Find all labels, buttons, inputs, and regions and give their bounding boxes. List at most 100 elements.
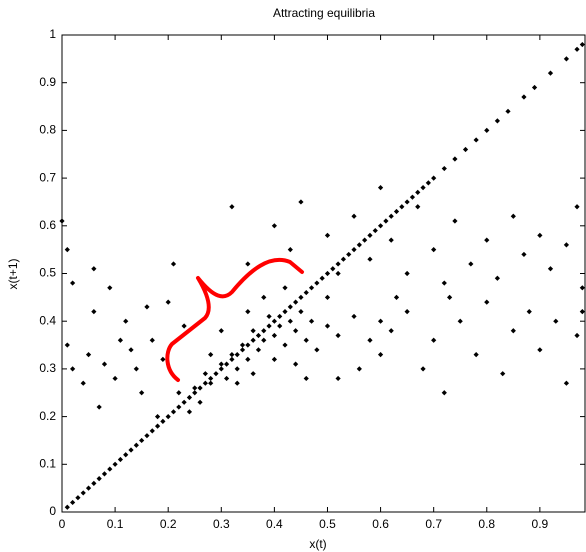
scatter-point bbox=[393, 208, 400, 215]
scatter-point bbox=[271, 332, 277, 339]
scatter-point bbox=[462, 146, 469, 153]
scatter-point bbox=[70, 366, 76, 372]
scatter-point bbox=[356, 242, 362, 248]
scatter-point bbox=[367, 232, 373, 238]
scatter-point bbox=[303, 337, 309, 343]
scatter-point bbox=[176, 404, 182, 410]
x-tick-label: 0.4 bbox=[266, 517, 283, 531]
scatter-point bbox=[218, 366, 224, 372]
x-tick-label: 0.1 bbox=[107, 517, 124, 531]
scatter-point bbox=[351, 313, 357, 320]
scatter-point bbox=[547, 70, 554, 76]
scatter-point bbox=[308, 285, 315, 291]
scatter-point bbox=[75, 495, 81, 501]
scatter-point bbox=[245, 342, 251, 348]
scatter-point bbox=[293, 328, 299, 334]
scatter-point bbox=[91, 480, 97, 486]
scatter-point bbox=[484, 299, 490, 305]
scatter-point bbox=[96, 404, 102, 410]
scatter-point bbox=[181, 323, 187, 329]
x-tick-label: 0.6 bbox=[372, 517, 389, 531]
plot-area: 0 0.1 0.2 0.3 0.4 0.5 0.6 0.7 0.8 0.9 0 0.1 0.2 0.3 0.… bbox=[39, 27, 586, 531]
scatter-point bbox=[218, 328, 224, 334]
y-tick-label: 0.2 bbox=[39, 409, 56, 423]
scatter-point bbox=[149, 428, 155, 434]
scatter-point bbox=[484, 127, 490, 133]
scatter-point bbox=[239, 347, 246, 353]
scatter-point bbox=[91, 266, 97, 272]
y-tick-label: 0.5 bbox=[39, 266, 56, 280]
scatter-point bbox=[399, 204, 405, 210]
scatter-point bbox=[208, 351, 214, 358]
scatter-point bbox=[388, 213, 394, 219]
scatter-point bbox=[234, 380, 240, 386]
scatter-point bbox=[505, 108, 511, 114]
scatter-point bbox=[202, 371, 208, 377]
scatter-point bbox=[176, 390, 182, 396]
scatter-point bbox=[319, 275, 325, 281]
scatter-point bbox=[447, 294, 453, 300]
scatter-point bbox=[144, 433, 150, 439]
scatter-point bbox=[123, 318, 129, 324]
scatter-point bbox=[271, 318, 277, 324]
scatter-point bbox=[229, 351, 235, 358]
scatter-point bbox=[154, 414, 161, 420]
scatter-point bbox=[351, 213, 357, 219]
scatter-point bbox=[553, 318, 559, 324]
scatter-point bbox=[494, 118, 500, 124]
scatter-point bbox=[245, 309, 251, 315]
scatter-point bbox=[107, 285, 113, 291]
scatter-point bbox=[133, 442, 139, 448]
scatter-point bbox=[223, 361, 230, 367]
scatter-point bbox=[324, 232, 331, 238]
scatter-point bbox=[139, 437, 145, 444]
scatter-point bbox=[223, 375, 230, 382]
scatter-point bbox=[356, 366, 362, 372]
y-tick-label: 0.1 bbox=[39, 456, 56, 470]
scatter-point bbox=[112, 375, 118, 382]
scatter-point bbox=[335, 270, 341, 277]
scatter-point bbox=[282, 342, 288, 348]
scatter-point bbox=[197, 385, 203, 391]
scatter-point bbox=[261, 328, 267, 334]
x-tick-label: 0.7 bbox=[425, 517, 442, 531]
scatter-point bbox=[298, 199, 304, 205]
scatter-point bbox=[404, 309, 410, 315]
scatter-point bbox=[574, 204, 580, 210]
scatter-point bbox=[112, 461, 118, 467]
scatter-point bbox=[128, 347, 134, 353]
scatter-point bbox=[293, 361, 299, 367]
scatter-point bbox=[271, 223, 277, 229]
scatter-point bbox=[80, 490, 86, 496]
scatter-point bbox=[186, 409, 193, 415]
scatter-point bbox=[367, 256, 373, 262]
scatter-point bbox=[123, 452, 129, 458]
scatter-point bbox=[484, 237, 490, 243]
y-tick-label: 0.8 bbox=[39, 123, 56, 137]
scatter-point bbox=[452, 156, 458, 162]
chart-title: Attracting equilibria bbox=[273, 6, 375, 20]
scatter-point bbox=[547, 266, 554, 272]
scatter-point bbox=[457, 318, 463, 324]
scatter-point bbox=[197, 399, 203, 405]
scatter-point bbox=[261, 337, 267, 343]
scatter-point bbox=[293, 299, 299, 305]
scatter-point bbox=[64, 342, 70, 348]
scatter-point bbox=[202, 380, 208, 386]
scatter-point bbox=[404, 270, 410, 277]
scatter-point bbox=[250, 371, 256, 377]
scatter-point bbox=[526, 309, 532, 315]
scatter-point bbox=[287, 318, 293, 324]
y-tick-label: 0.9 bbox=[39, 75, 56, 89]
scatter-point bbox=[351, 247, 357, 253]
scatter-point bbox=[367, 337, 373, 343]
scatter-point bbox=[335, 332, 341, 339]
scatter-point bbox=[324, 270, 331, 277]
scatter-point bbox=[70, 499, 76, 506]
y-axis-label: x(t+1) bbox=[6, 258, 20, 289]
scatter-point bbox=[579, 309, 585, 315]
scatter-point bbox=[473, 351, 479, 358]
scatter-point bbox=[393, 294, 400, 300]
